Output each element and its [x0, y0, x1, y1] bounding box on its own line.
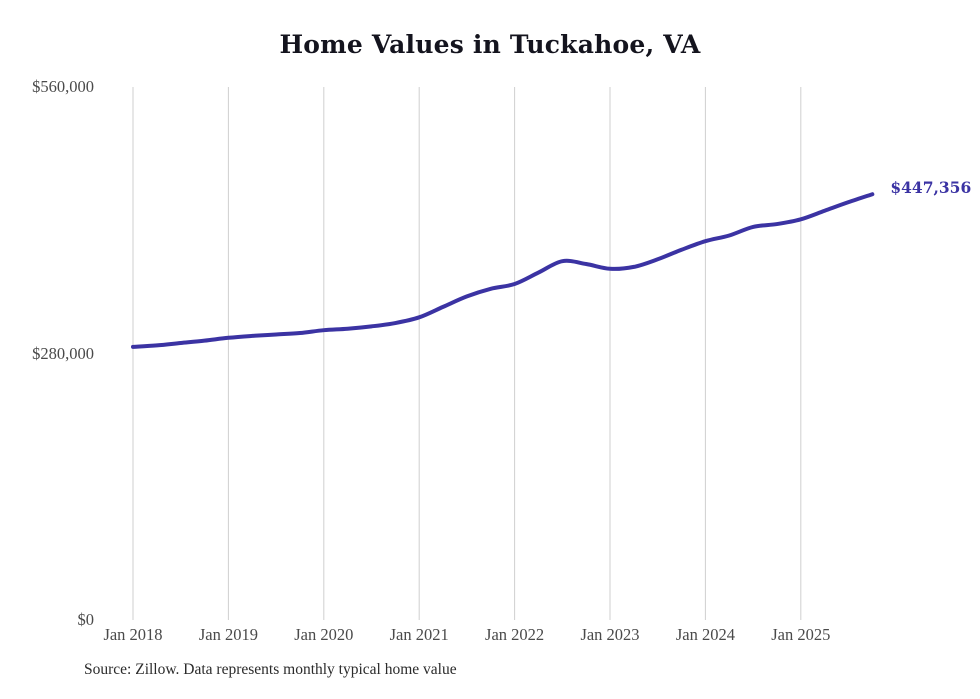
chart-title: Home Values in Tuckahoe, VA: [279, 30, 701, 59]
source-footnote: Source: Zillow. Data represents monthly …: [84, 661, 457, 678]
x-axis-tick-label: Jan 2018: [103, 625, 163, 644]
x-axis-tick-label: Jan 2023: [580, 625, 640, 644]
x-axis-tick-label: Jan 2025: [771, 625, 831, 644]
x-axis-tick-label: Jan 2024: [675, 625, 735, 644]
x-axis-tick-label: Jan 2022: [485, 625, 545, 644]
x-axis-tick-label: Jan 2019: [198, 625, 258, 644]
series-line: [131, 192, 875, 349]
series-lines: [131, 192, 875, 349]
y-axis-tick-label-top: $560,000: [32, 77, 94, 96]
series-end-value-label: $447,356: [890, 178, 972, 198]
y-axis-tick-label-mid: $280,000: [32, 343, 94, 363]
x-axis-tick-label: Jan 2021: [389, 625, 449, 644]
y-axis-tick-label-bottom: $0: [77, 610, 95, 629]
gridlines: [132, 87, 802, 620]
x-axis-tick-label: Jan 2020: [294, 625, 354, 644]
